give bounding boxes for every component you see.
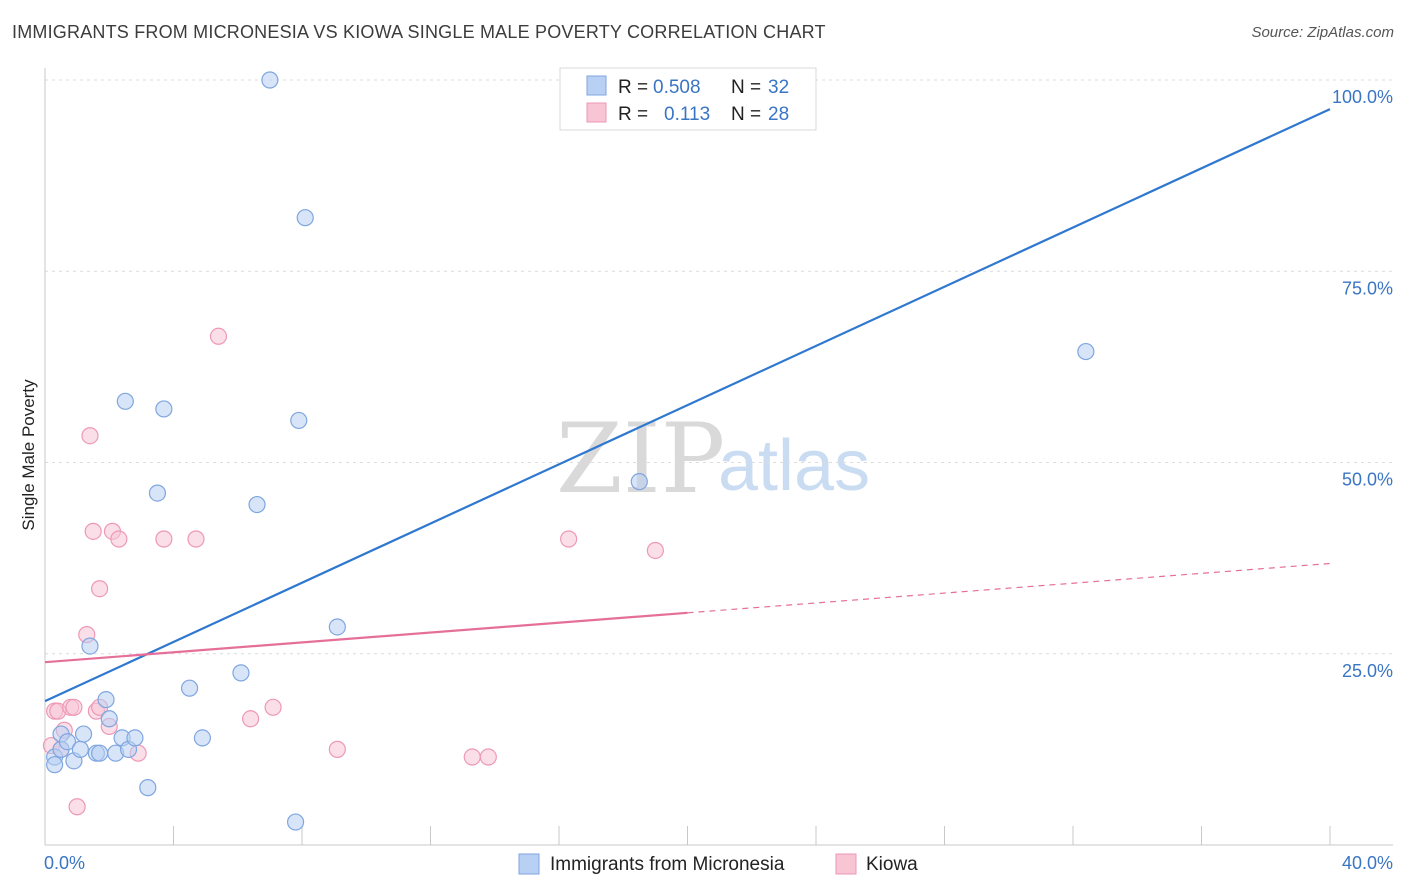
legend-r-value-2: 0.113 (664, 104, 710, 125)
point-kiowa (81, 427, 99, 445)
watermark-zip: ZIP (556, 403, 725, 515)
point-micronesia (232, 664, 250, 682)
point-micronesia (148, 484, 167, 502)
legend-box: R = 0.508 N = 32 R = 0.113 N = 28 (559, 67, 817, 131)
legend-n-label-2: N = (731, 104, 761, 125)
bottom-legend-label-micronesia: Immigrants from Micronesia (550, 854, 785, 875)
point-micronesia (290, 411, 308, 430)
gridlines (45, 79, 1393, 655)
y-tick-label-0: 25.0% (1342, 661, 1393, 681)
point-kiowa (646, 541, 664, 560)
point-micronesia (100, 710, 118, 728)
point-micronesia (71, 740, 89, 758)
y-tick-label-1: 50.0% (1342, 470, 1393, 490)
point-micronesia (328, 618, 346, 636)
legend-n-label-1: N = (731, 77, 761, 98)
trendline-kiowa (44, 611, 688, 664)
point-kiowa (65, 698, 83, 716)
bottom-legend-swatch-kiowa (835, 853, 857, 875)
point-kiowa (479, 748, 497, 766)
legend-swatch-micronesia (586, 75, 607, 96)
bottom-legend: Immigrants from Micronesia Kiowa (518, 853, 918, 875)
point-micronesia (155, 400, 173, 418)
point-micronesia (139, 779, 157, 797)
point-micronesia (97, 691, 115, 709)
y-axis-label: Single Male Poverty (19, 379, 38, 531)
point-kiowa (463, 748, 481, 766)
point-kiowa (209, 327, 228, 345)
point-kiowa (242, 710, 260, 728)
chart-title: IMMIGRANTS FROM MICRONESIA VS KIOWA SING… (12, 22, 826, 42)
point-micronesia (193, 729, 212, 747)
data-points (42, 71, 1095, 831)
point-micronesia (286, 813, 305, 831)
trendline-micronesia (44, 108, 1331, 703)
point-micronesia (630, 473, 648, 491)
x-ticks (44, 826, 1331, 845)
point-micronesia (116, 392, 134, 410)
point-kiowa (68, 798, 86, 816)
watermark-atlas: atlas (718, 426, 870, 506)
point-micronesia (91, 744, 109, 762)
point-micronesia (46, 756, 64, 774)
bottom-legend-swatch-micronesia (518, 853, 540, 875)
trendline-extension-kiowa (687, 562, 1331, 614)
point-micronesia (180, 679, 199, 697)
point-kiowa (328, 740, 346, 758)
point-kiowa (110, 530, 128, 548)
legend-swatch-kiowa (586, 102, 607, 123)
point-kiowa (560, 530, 578, 548)
y-tick-label-2: 75.0% (1342, 278, 1393, 298)
point-kiowa (264, 698, 282, 716)
point-micronesia (296, 209, 314, 227)
legend-r-value-1: 0.508 (653, 77, 701, 98)
point-kiowa (91, 580, 109, 598)
point-micronesia (126, 729, 144, 747)
legend-n-value-1: 32 (768, 77, 789, 98)
point-micronesia (248, 495, 266, 514)
y-tick-label-3: 100.0% (1332, 87, 1393, 107)
bottom-legend-label-kiowa: Kiowa (866, 854, 918, 875)
point-micronesia (58, 733, 77, 751)
source-credit: Source: ZipAtlas.com (1251, 24, 1394, 41)
watermark: ZIP atlas (556, 403, 870, 515)
point-micronesia (1077, 342, 1095, 361)
axes (44, 68, 1393, 846)
y-tick-labels: 25.0% 50.0% 75.0% 100.0% (1332, 87, 1393, 681)
point-kiowa (84, 522, 102, 540)
trendlines (44, 108, 1331, 703)
legend-r-label-2: R = (618, 104, 648, 125)
point-kiowa (187, 530, 205, 548)
x-tick-label-max: 40.0% (1342, 853, 1393, 873)
point-kiowa (155, 530, 173, 548)
legend-r-label-1: R = (618, 77, 648, 98)
point-micronesia (81, 637, 99, 655)
x-tick-label-min: 0.0% (44, 853, 85, 873)
legend-n-value-2: 28 (768, 104, 789, 125)
point-micronesia (261, 71, 279, 89)
point-micronesia (74, 725, 93, 743)
